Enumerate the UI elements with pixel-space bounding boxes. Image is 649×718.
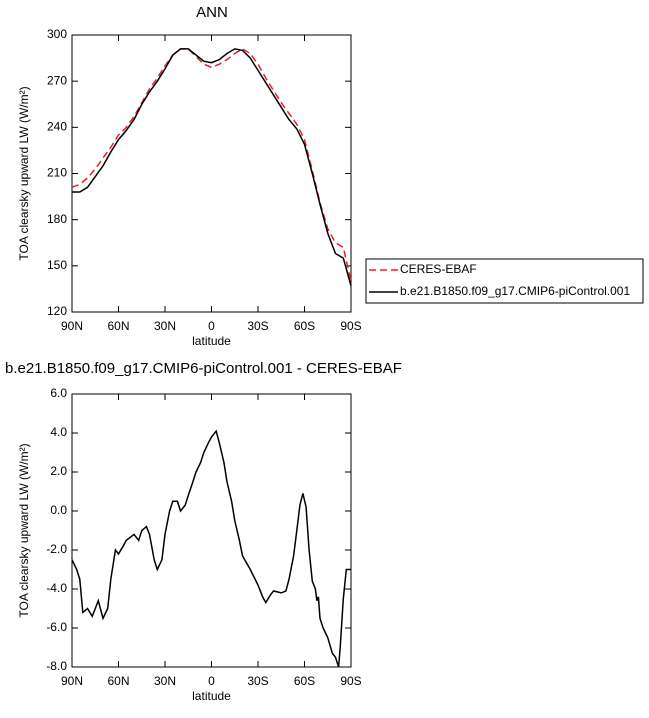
x-tick-label: 90S (340, 674, 361, 688)
y-tick-label: 240 (47, 120, 67, 134)
data-line (72, 48, 352, 287)
y-axis-label: TOA clearsky upward LW (W/m²) (17, 86, 31, 260)
x-axis-label: latitude (192, 334, 231, 348)
x-tick-label: 30N (154, 674, 176, 688)
x-tick-label: 90S (340, 319, 361, 333)
plot-frame (71, 34, 352, 313)
legend-label: CERES-EBAF (400, 262, 477, 276)
y-tick-label: -2.0 (46, 542, 67, 556)
y-tick-label: 300 (47, 27, 67, 41)
y-tick-label: 180 (47, 212, 67, 226)
x-axis-label: latitude (192, 689, 231, 703)
y-tick-label: -6.0 (46, 620, 67, 634)
x-tick-label: 30S (247, 319, 268, 333)
y-tick-label: 2.0 (50, 464, 67, 478)
y-tick-label: 6.0 (50, 386, 67, 400)
y-tick-label: 0.0 (50, 503, 67, 517)
plot-frame (71, 393, 352, 668)
data-line (71, 429, 351, 668)
x-tick-label: 30S (247, 674, 268, 688)
y-axis-label: TOA clearsky upward LW (W/m²) (17, 443, 31, 617)
x-tick-label: 90N (61, 674, 83, 688)
x-tick-label: 0 (208, 319, 215, 333)
legend-label: b.e21.B1850.f09_g17.CMIP6-piControl.001 (400, 284, 630, 298)
y-tick-label: 120 (47, 304, 67, 318)
y-tick-label: 150 (47, 258, 67, 272)
chart-title: ANN (196, 4, 228, 21)
y-tick-label: 270 (47, 73, 67, 87)
y-tick-label: -4.0 (46, 581, 67, 595)
y-tick-label: 4.0 (50, 425, 67, 439)
y-tick-label: 210 (47, 166, 67, 180)
x-tick-label: 90N (61, 319, 83, 333)
data-line (71, 48, 352, 282)
x-tick-label: 30N (154, 319, 176, 333)
y-tick-label: -8.0 (46, 659, 67, 673)
chart-title: b.e21.B1850.f09_g17.CMIP6-piControl.001 … (5, 360, 402, 377)
x-tick-label: 60N (107, 319, 129, 333)
x-tick-label: 60S (294, 319, 315, 333)
x-tick-label: 0 (208, 674, 215, 688)
legend-box (365, 258, 644, 304)
x-tick-label: 60S (294, 674, 315, 688)
x-tick-label: 60N (107, 674, 129, 688)
